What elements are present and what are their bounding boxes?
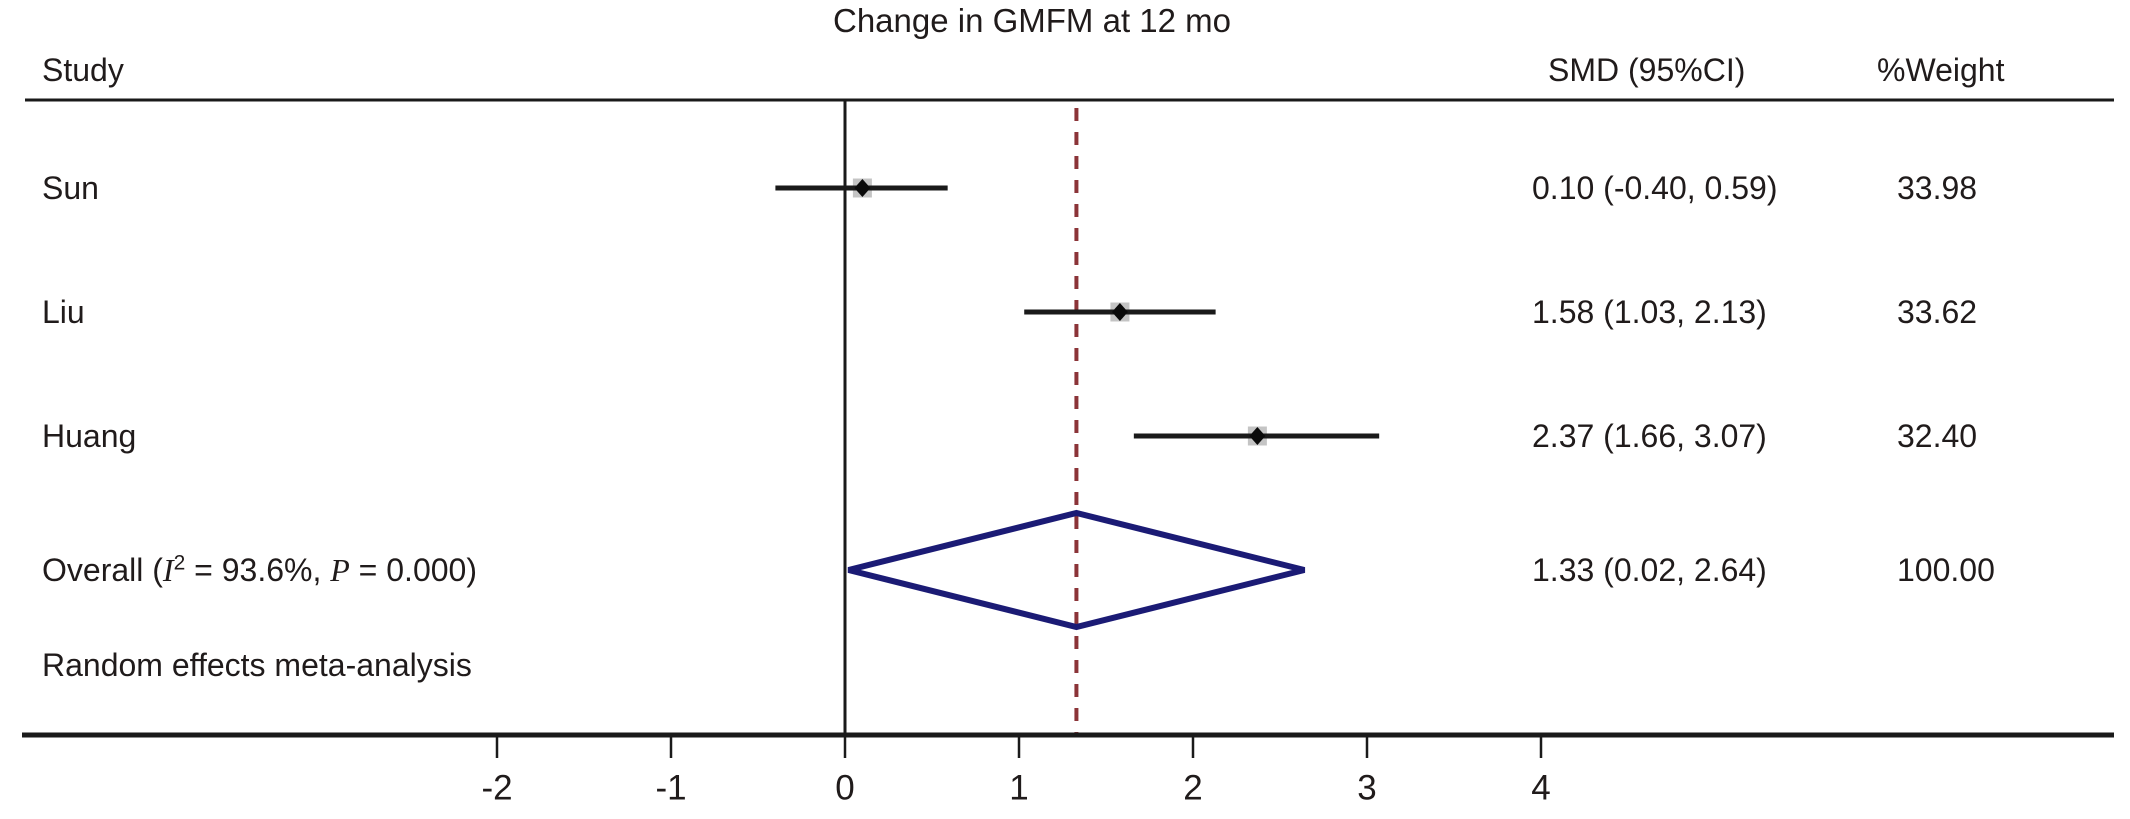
chart-title: Change in GMFM at 12 mo: [833, 2, 1231, 39]
overall-label-i-sup: 2: [173, 551, 186, 575]
study-weight-value: 32.40: [1897, 418, 1978, 454]
overall-label: Overall (I2 = 93.6%, P = 0.000): [42, 552, 477, 588]
x-axis-tick-label: 4: [1531, 768, 1550, 807]
column-header-weight: %Weight: [1877, 52, 2005, 88]
x-axis-tick-label: -2: [481, 768, 512, 807]
overall-label-i: I: [162, 552, 174, 588]
overall-label-mid: = 93.6%,: [185, 552, 331, 588]
overall-smd-value: 1.33 (0.02, 2.64): [1532, 552, 1767, 588]
x-axis-tick-label: 1: [1009, 768, 1028, 807]
point-estimate-marker: [1111, 303, 1128, 321]
column-header-smd: SMD (95%CI): [1548, 52, 1746, 88]
x-axis-tick-label: 0: [835, 768, 854, 807]
x-axis-tick-label: 2: [1183, 768, 1202, 807]
column-header-study: Study: [42, 52, 124, 88]
pooled-diamond: [847, 509, 1306, 631]
study-label: Liu: [42, 294, 85, 330]
overall-label-post: = 0.000): [349, 552, 477, 588]
point-estimate-marker: [854, 179, 871, 197]
study-weight-value: 33.98: [1897, 170, 1978, 206]
model-note: Random effects meta-analysis: [42, 647, 472, 683]
point-estimate-marker: [1249, 427, 1266, 445]
x-axis-tick-label: -1: [655, 768, 686, 807]
study-label: Sun: [42, 170, 99, 206]
study-smd-value: 0.10 (-0.40, 0.59): [1532, 170, 1778, 206]
overall-label-pre: Overall (: [42, 552, 163, 588]
overall-weight-value: 100.00: [1897, 552, 1995, 588]
overall-label-p: P: [330, 552, 350, 588]
study-smd-value: 2.37 (1.66, 3.07): [1532, 418, 1767, 454]
x-axis-tick-label: 3: [1357, 768, 1376, 807]
study-smd-value: 1.58 (1.03, 2.13): [1532, 294, 1767, 330]
study-label: Huang: [42, 418, 137, 454]
study-weight-value: 33.62: [1897, 294, 1978, 330]
